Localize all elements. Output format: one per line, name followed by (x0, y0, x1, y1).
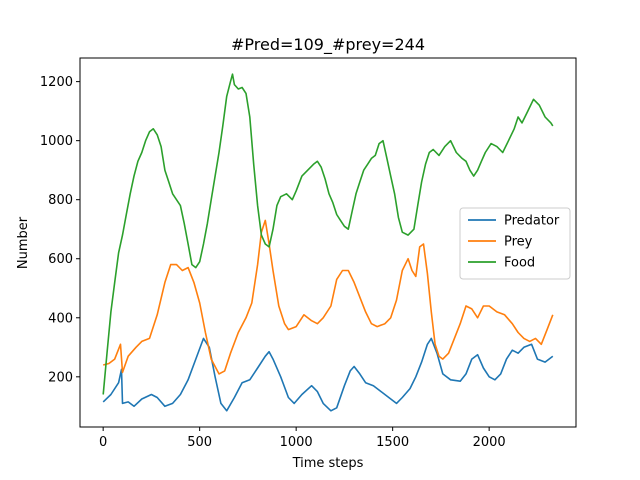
y-tick-label: 400 (48, 311, 73, 326)
series-line-food (102, 73, 554, 395)
x-tick-label: 1000 (280, 435, 313, 450)
series-layer (102, 73, 554, 412)
plot-frame (79, 57, 577, 428)
y-tick-label: 600 (48, 252, 73, 267)
x-tick-label: 500 (187, 435, 212, 450)
y-tick-label: 1000 (40, 134, 73, 149)
legend: Predator Prey Food (459, 207, 571, 280)
y-axis: 200 400 600 800 1000 1200 (40, 75, 80, 385)
y-tick-label: 1200 (40, 75, 73, 90)
x-tick-label: 2000 (473, 435, 506, 450)
legend-label: Food (504, 256, 535, 271)
y-tick-label: 800 (48, 193, 73, 208)
legend-label: Prey (504, 235, 533, 250)
legend-label: Predator (504, 214, 560, 229)
series-line-predator (102, 337, 554, 412)
y-axis-label: Number (16, 216, 31, 269)
x-tick-label: 1500 (376, 435, 409, 450)
y-tick-label: 200 (48, 370, 73, 385)
x-axis: 0 500 1000 1500 2000 (99, 427, 506, 450)
x-tick-label: 0 (99, 435, 107, 450)
x-axis-label: Time steps (292, 456, 364, 471)
series-line-prey (102, 219, 554, 375)
chart-title: #Pred=109_#prey=244 (231, 35, 425, 55)
